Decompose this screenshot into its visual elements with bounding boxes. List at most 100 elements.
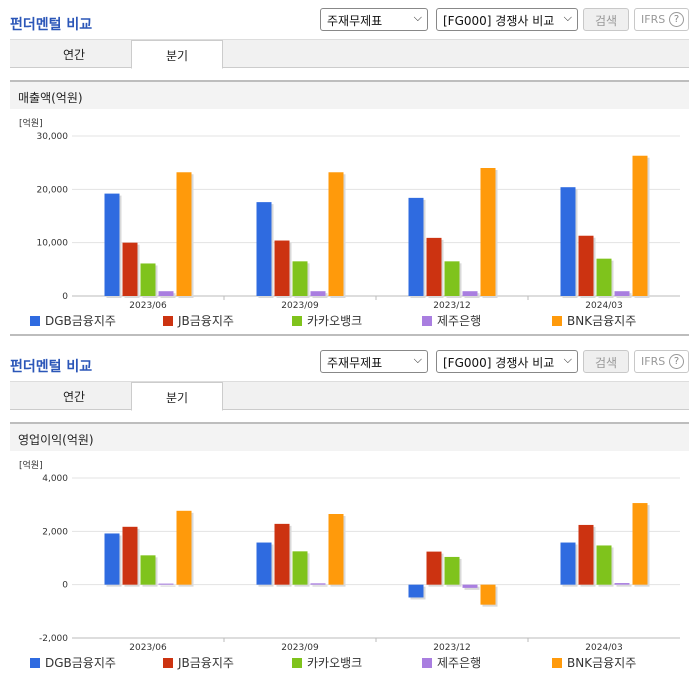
tab-annual[interactable]: 연간: [62, 48, 86, 62]
bar-kakao-2023-12[interactable]: [444, 556, 460, 585]
x-tick-label: 2024/03: [585, 643, 622, 653]
bar-jb-2023-09[interactable]: [274, 523, 290, 585]
legend-item-bnk[interactable]: BNK금융지주: [552, 654, 636, 671]
bar-jb-2024-03[interactable]: [578, 235, 594, 296]
legend-item-jb[interactable]: JB금융지주: [163, 312, 234, 329]
statement-select[interactable]: 주재무제표 ⌵: [320, 8, 428, 31]
ifrs-label: IFRS: [641, 13, 666, 26]
bar-bnk-2023-09[interactable]: [328, 514, 344, 585]
bar-kakao-2023-09[interactable]: [292, 551, 308, 585]
unit-label: [억원]: [19, 459, 43, 471]
legend-item-dgb[interactable]: DGB금융지주: [30, 654, 116, 671]
bar-dgb-2023-06[interactable]: [104, 193, 120, 296]
bar-shadow: [312, 585, 328, 587]
legend-item-kakao[interactable]: 카카오뱅크: [292, 312, 362, 329]
help-icon[interactable]: ?: [669, 354, 684, 369]
search-button[interactable]: 검색: [583, 350, 629, 373]
legend-swatch: [163, 658, 173, 668]
peer-select[interactable]: [FG000] 경쟁사 비교 ⌵: [436, 350, 578, 373]
bar-shadow: [160, 585, 176, 587]
ifrs-button[interactable]: IFRS ?: [634, 350, 689, 373]
bar-jb-2023-09[interactable]: [274, 240, 290, 296]
unit-label: [억원]: [19, 117, 43, 129]
legend-item-jeju[interactable]: 제주은행: [422, 654, 481, 671]
bar-kakao-2023-12[interactable]: [444, 261, 460, 296]
bar-kakao-2023-06[interactable]: [140, 263, 156, 296]
statement-select-value: 주재무제표: [327, 14, 383, 28]
bar-jeju-2023-09[interactable]: [310, 583, 326, 585]
bar-kakao-2023-06[interactable]: [140, 555, 156, 585]
panel-title: 펀더멘털 비교: [10, 359, 93, 375]
bar-jeju-2024-03[interactable]: [614, 291, 630, 296]
section-title: 영업이익(억원): [10, 422, 689, 451]
legend-item-jb[interactable]: JB금융지주: [163, 654, 234, 671]
legend-swatch: [292, 658, 302, 668]
bar-bnk-2024-03[interactable]: [632, 503, 648, 585]
x-tick-label: 2023/12: [433, 301, 470, 311]
bar-dgb-2023-06[interactable]: [104, 533, 120, 585]
bar-dgb-2023-09[interactable]: [256, 202, 272, 296]
bar-dgb-2024-03[interactable]: [560, 542, 576, 585]
x-tick-label: 2023/12: [433, 643, 470, 653]
statement-select[interactable]: 주재무제표 ⌵: [320, 350, 428, 373]
bar-dgb-2023-12[interactable]: [408, 197, 424, 296]
bar-jb-2023-06[interactable]: [122, 242, 138, 296]
bar-jb-2023-12[interactable]: [426, 551, 442, 585]
tab-annual[interactable]: 연간: [62, 390, 86, 404]
panel-title: 펀더멘털 비교: [10, 17, 93, 33]
period-tabs: 연간 분기: [10, 381, 689, 411]
y-tick-label: 10,000: [37, 239, 69, 249]
bar-jeju-2023-06[interactable]: [158, 291, 174, 296]
legend-item-dgb[interactable]: DGB금융지주: [30, 312, 116, 329]
bar-bnk-2023-12[interactable]: [480, 168, 496, 296]
bar-dgb-2024-03[interactable]: [560, 187, 576, 296]
bar-jeju-2023-12[interactable]: [462, 584, 478, 588]
chart-legend: DGB금융지주 JB금융지주 카카오뱅크 제주은행 BNK금융지주: [30, 312, 690, 330]
legend-swatch: [30, 658, 40, 668]
revenue-bar-chart: [억원] 0 10,000 20,000 30,000 2023/06 2023/09 202…: [19, 117, 680, 311]
legend-swatch: [292, 316, 302, 326]
chevron-down-icon: ⌵: [413, 11, 422, 24]
bar-jb-2023-06[interactable]: [122, 526, 138, 585]
chart-legend: DGB금융지주 JB금융지주 카카오뱅크 제주은행 BNK금융지주: [30, 654, 690, 672]
legend-item-bnk[interactable]: BNK금융지주: [552, 312, 636, 329]
y-tick-label: -2,000: [39, 634, 68, 644]
bar-shadow: [464, 586, 480, 590]
peer-select-value: [FG000] 경쟁사 비교: [443, 356, 555, 370]
bar-dgb-2023-12[interactable]: [408, 584, 424, 598]
bar-jb-2024-03[interactable]: [578, 524, 594, 585]
bar-jeju-2024-03[interactable]: [614, 583, 630, 585]
bar-kakao-2023-09[interactable]: [292, 261, 308, 296]
divider: [10, 334, 689, 336]
bar-kakao-2024-03[interactable]: [596, 258, 612, 296]
peer-select-value: [FG000] 경쟁사 비교: [443, 14, 555, 28]
bar-bnk-2023-09[interactable]: [328, 172, 344, 296]
peer-select[interactable]: [FG000] 경쟁사 비교 ⌵: [436, 8, 578, 31]
bar-bnk-2024-03[interactable]: [632, 155, 648, 296]
bar-jeju-2023-06[interactable]: [158, 583, 174, 585]
bar-jb-2023-12[interactable]: [426, 237, 442, 296]
bar-kakao-2024-03[interactable]: [596, 545, 612, 585]
fundamentals-panel-2: 펀더멘털 비교 주재무제표 ⌵ [FG000] 경쟁사 비교 ⌵ 검색 IFRS…: [0, 342, 696, 684]
period-tabs: 연간 분기: [10, 39, 689, 69]
bar-bnk-2023-12[interactable]: [480, 584, 496, 605]
help-icon[interactable]: ?: [669, 12, 684, 27]
bar-jeju-2023-12[interactable]: [462, 291, 478, 296]
chevron-down-icon: ⌵: [563, 353, 572, 366]
legend-item-kakao[interactable]: 카카오뱅크: [292, 654, 362, 671]
tab-quarterly[interactable]: 분기: [131, 382, 223, 411]
y-tick-label: 2,000: [42, 527, 68, 537]
legend-swatch: [30, 316, 40, 326]
y-tick-label: 0: [62, 292, 68, 302]
section-title: 매출액(억원): [10, 80, 689, 109]
bar-bnk-2023-06[interactable]: [176, 172, 192, 296]
tab-quarterly[interactable]: 분기: [131, 40, 223, 69]
chevron-down-icon: ⌵: [563, 11, 572, 24]
legend-item-jeju[interactable]: 제주은행: [422, 312, 481, 329]
ifrs-button[interactable]: IFRS ?: [634, 8, 689, 31]
search-button[interactable]: 검색: [583, 8, 629, 31]
x-tick-label: 2023/09: [281, 643, 319, 653]
bar-jeju-2023-09[interactable]: [310, 291, 326, 296]
bar-bnk-2023-06[interactable]: [176, 510, 192, 585]
bar-dgb-2023-09[interactable]: [256, 542, 272, 585]
